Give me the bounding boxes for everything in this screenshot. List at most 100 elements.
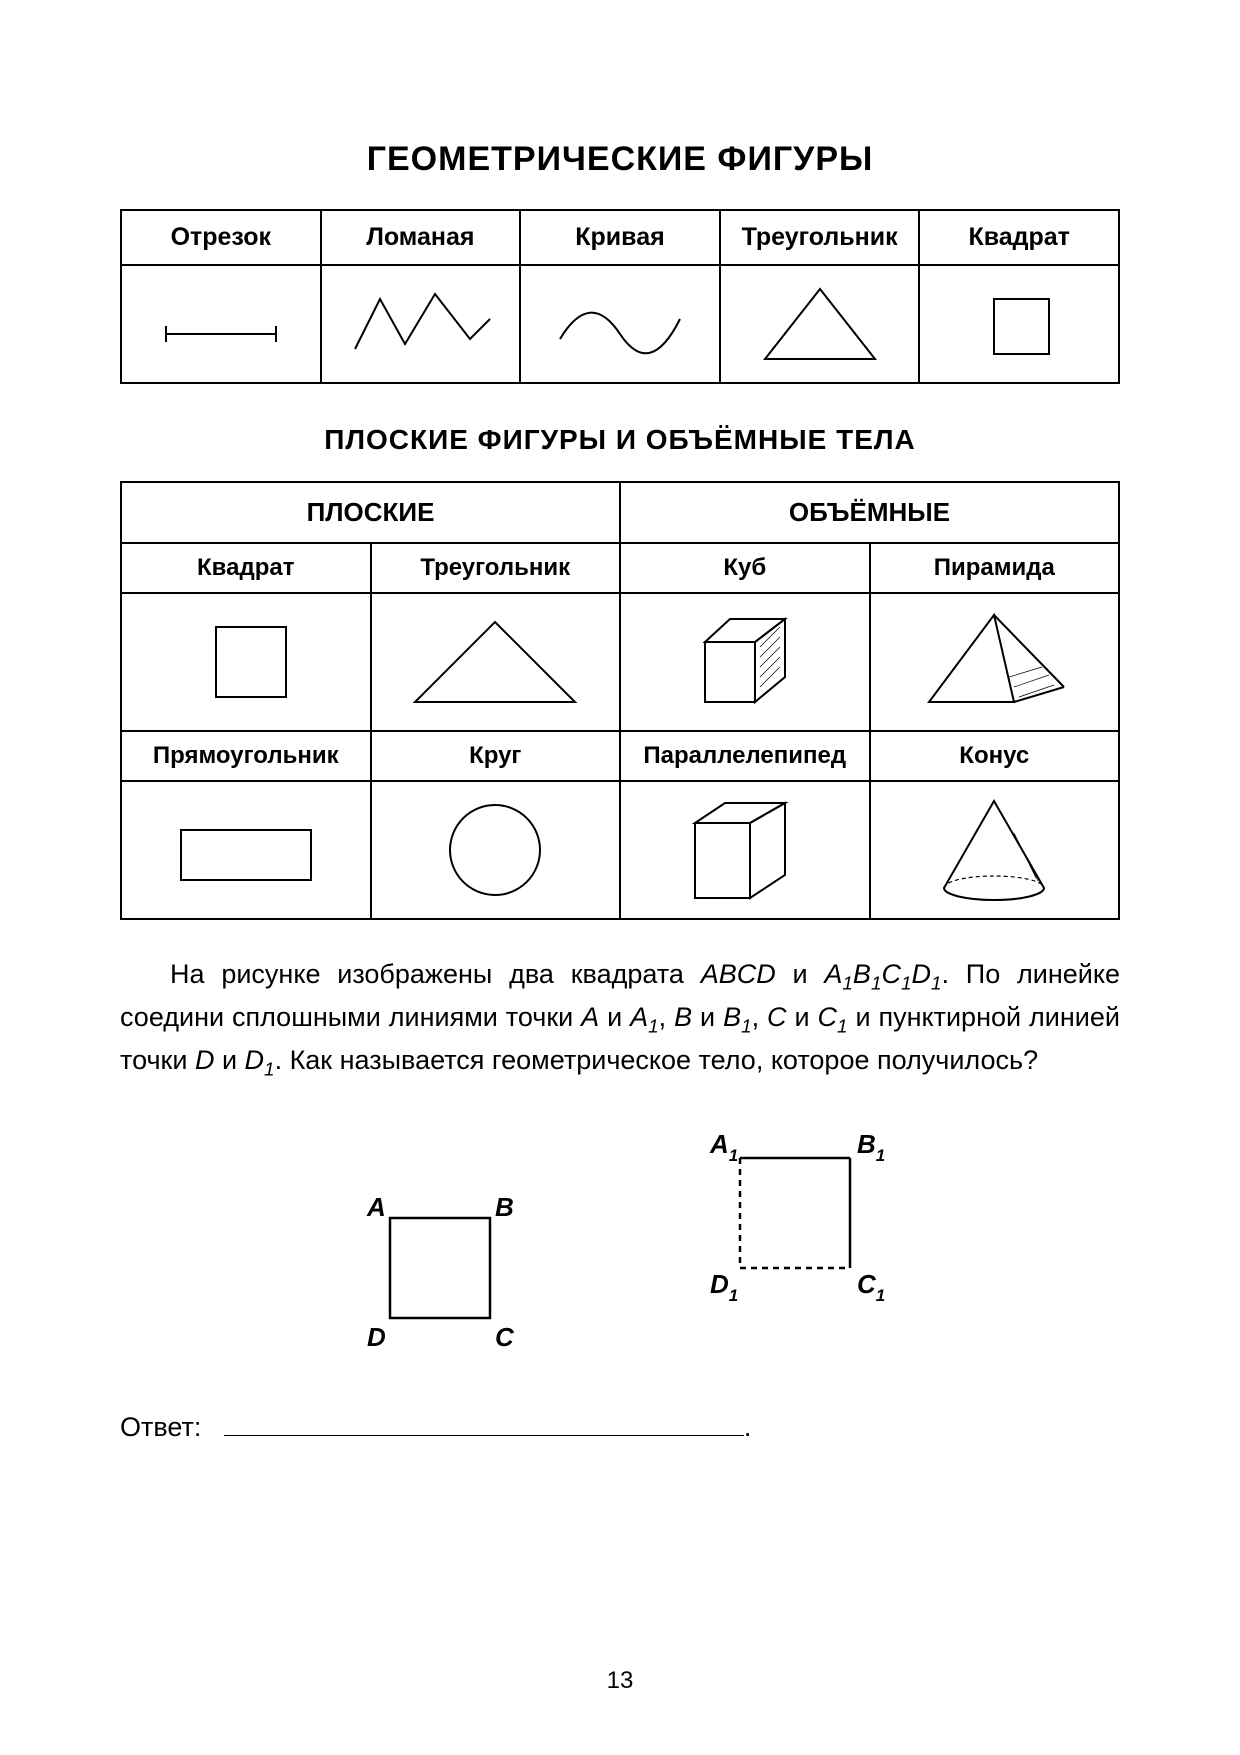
cone-icon	[924, 793, 1064, 908]
shapes-table-2: ПЛОСКИЕ ОБЪЁМНЫЕ Квадрат Треугольник Куб…	[120, 481, 1120, 920]
label-b: B	[495, 1192, 514, 1222]
sub: 1	[842, 973, 853, 994]
var: ABCD	[701, 959, 776, 989]
col-header: Отрезок	[121, 210, 321, 265]
label-a: A	[366, 1192, 386, 1222]
answer-line: Ответ: .	[120, 1408, 1120, 1443]
table-row: ПЛОСКИЕ ОБЪЁМНЫЕ	[121, 482, 1119, 543]
col-header: Квадрат	[919, 210, 1119, 265]
triangle-icon	[405, 612, 585, 712]
page: ГЕОМЕТРИЧЕСКИЕ ФИГУРЫ Отрезок Ломаная Кр…	[0, 0, 1240, 1755]
cone-cell	[870, 781, 1120, 919]
pyramid-icon	[914, 607, 1074, 717]
square-abcd: A B C D	[325, 1168, 545, 1368]
label-c: C	[495, 1322, 515, 1352]
answer-blank[interactable]	[224, 1408, 744, 1436]
label-d: D	[367, 1322, 386, 1352]
cube-cell	[620, 593, 870, 731]
v: A	[824, 959, 842, 989]
square-a1b1c1d1-icon: A1 B1 C1 D1	[675, 1113, 915, 1313]
table-row: Квадрат Треугольник Куб Пирамида	[121, 543, 1119, 593]
square-cell	[121, 593, 371, 731]
segment-cell	[121, 265, 321, 383]
rectangle-icon	[156, 800, 336, 900]
square-abcd-icon: A B C D	[325, 1168, 545, 1368]
sub-header: Прямоугольник	[121, 731, 371, 781]
text: и	[787, 1002, 818, 1032]
sub-header: Пирамида	[870, 543, 1120, 593]
sub: 1	[741, 1016, 752, 1037]
sub: 1	[648, 1016, 659, 1037]
col-header: Ломаная	[321, 210, 521, 265]
polyline-cell	[321, 265, 521, 383]
label-b1: B1	[857, 1129, 885, 1165]
triangle-cell	[371, 593, 621, 731]
pyramid-cell	[870, 593, 1120, 731]
table-row: Прямоугольник Круг Параллелепипед Конус	[121, 731, 1119, 781]
square-icon	[186, 612, 306, 712]
polyline-icon	[340, 284, 500, 364]
text: На рисунке изображены два квадрата	[170, 959, 701, 989]
var: B	[674, 1002, 692, 1032]
squares-diagram: A B C D A1 B1 C1 D1	[120, 1113, 1120, 1368]
table-row	[121, 781, 1119, 919]
col-header: Треугольник	[720, 210, 920, 265]
v: C	[881, 959, 901, 989]
cuboid-icon	[670, 793, 820, 908]
group-header-solid: ОБЪЁМНЫЕ	[620, 482, 1119, 543]
sub: 1	[837, 1016, 848, 1037]
subtitle: ПЛОСКИЕ ФИГУРЫ И ОБЪЁМНЫЕ ТЕЛА	[120, 424, 1120, 456]
sub: 1	[901, 973, 912, 994]
v: D	[911, 959, 931, 989]
segment-icon	[146, 294, 296, 354]
curve-icon	[545, 284, 695, 364]
answer-label: Ответ:	[120, 1412, 201, 1442]
shapes-table-1: Отрезок Ломаная Кривая Треугольник Квадр…	[120, 209, 1120, 384]
var: A1B1C1D1	[824, 959, 941, 989]
v: C	[818, 1002, 838, 1032]
sub-header: Квадрат	[121, 543, 371, 593]
text: и	[692, 1002, 723, 1032]
curve-cell	[520, 265, 720, 383]
circle-cell	[371, 781, 621, 919]
triangle-cell	[720, 265, 920, 383]
var: D	[195, 1045, 215, 1075]
var: A	[581, 1002, 599, 1032]
sub: 1	[931, 973, 942, 994]
var: B1	[723, 1002, 752, 1032]
cuboid-cell	[620, 781, 870, 919]
label-d1: D1	[710, 1269, 738, 1305]
cube-icon	[675, 607, 815, 717]
group-header-flat: ПЛОСКИЕ	[121, 482, 620, 543]
var: A1	[630, 1002, 659, 1032]
v: B	[723, 1002, 741, 1032]
col-header: Кривая	[520, 210, 720, 265]
sub: 1	[871, 973, 882, 994]
sub-header: Конус	[870, 731, 1120, 781]
square-icon	[969, 279, 1069, 369]
square-a1b1c1d1: A1 B1 C1 D1	[675, 1113, 915, 1313]
rectangle-cell	[121, 781, 371, 919]
text: ,	[659, 1002, 674, 1032]
table-row: Отрезок Ломаная Кривая Треугольник Квадр…	[121, 210, 1119, 265]
sub-header: Круг	[371, 731, 621, 781]
text: и	[776, 959, 825, 989]
label-a1: A1	[709, 1129, 738, 1165]
v: D	[245, 1045, 265, 1075]
triangle-icon	[755, 279, 885, 369]
task-paragraph: На рисунке изображены два квадрата ABCD …	[120, 955, 1120, 1083]
var: D1	[245, 1045, 275, 1075]
text: . Как называется геометрическое тело, ко…	[275, 1045, 1039, 1075]
text: и	[599, 1002, 630, 1032]
square-cell	[919, 265, 1119, 383]
var: C1	[818, 1002, 848, 1032]
label-c1: C1	[857, 1269, 885, 1305]
main-title: ГЕОМЕТРИЧЕСКИЕ ФИГУРЫ	[120, 140, 1120, 179]
var: C	[767, 1002, 787, 1032]
page-number: 13	[0, 1667, 1240, 1695]
table-row	[121, 265, 1119, 383]
sub-header: Параллелепипед	[620, 731, 870, 781]
sub-header: Треугольник	[371, 543, 621, 593]
text: и	[214, 1045, 244, 1075]
period: .	[744, 1412, 752, 1442]
